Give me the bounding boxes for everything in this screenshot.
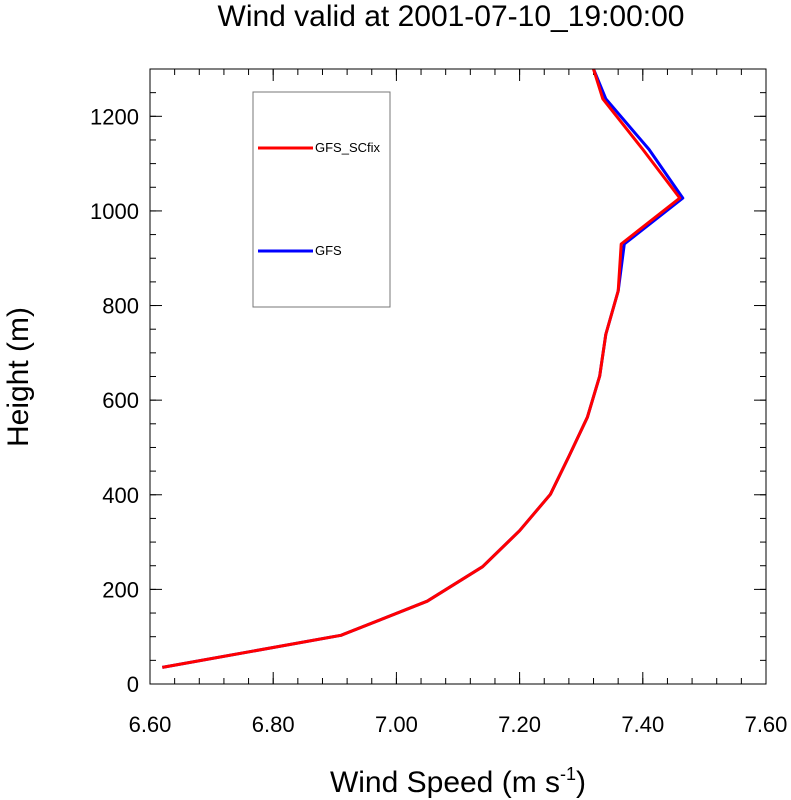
y-tick-label: 1200 — [90, 104, 139, 129]
legend-label-gfs: GFS — [315, 243, 342, 258]
series-line-gfs — [162, 68, 685, 669]
minor-ticks — [149, 68, 767, 685]
y-axis-title: Height (m) — [2, 307, 35, 447]
y-tick-labels: 0 200 400 600 800 1000 1200 — [90, 104, 139, 697]
series-line-gfs-scfix — [162, 68, 682, 669]
x-tick-label: 7.20 — [498, 712, 541, 737]
legend: GFS_SCfix GFS — [252, 91, 391, 308]
y-tick-label: 400 — [102, 483, 139, 508]
y-tick-label: 200 — [102, 577, 139, 602]
x-tick-labels: 6.60 6.80 7.00 7.20 7.40 7.60 — [129, 712, 788, 737]
y-tick-label: 0 — [127, 672, 139, 697]
y-tick-label: 1000 — [90, 199, 139, 224]
legend-label-gfs-scfix: GFS_SCfix — [315, 140, 381, 155]
x-tick-label: 7.60 — [745, 712, 788, 737]
major-ticks — [149, 69, 767, 685]
x-axis-title-main: Wind Speed (m s — [330, 766, 560, 799]
series-lines — [162, 68, 685, 669]
y-tick-label: 800 — [102, 294, 139, 319]
chart-title: Wind valid at 2001-07-10_19:00:00 — [218, 0, 685, 33]
legend-box — [252, 91, 391, 308]
y-tick-label: 600 — [102, 388, 139, 413]
x-axis-title-suffix: ) — [576, 766, 586, 799]
x-axis-title: Wind Speed (m s-1) — [330, 764, 586, 799]
x-tick-label: 6.60 — [129, 712, 172, 737]
plot-frame — [149, 68, 767, 685]
x-axis-title-superscript: -1 — [560, 764, 576, 784]
x-tick-label: 7.40 — [621, 712, 664, 737]
x-tick-label: 6.80 — [252, 712, 295, 737]
x-tick-label: 7.00 — [375, 712, 418, 737]
